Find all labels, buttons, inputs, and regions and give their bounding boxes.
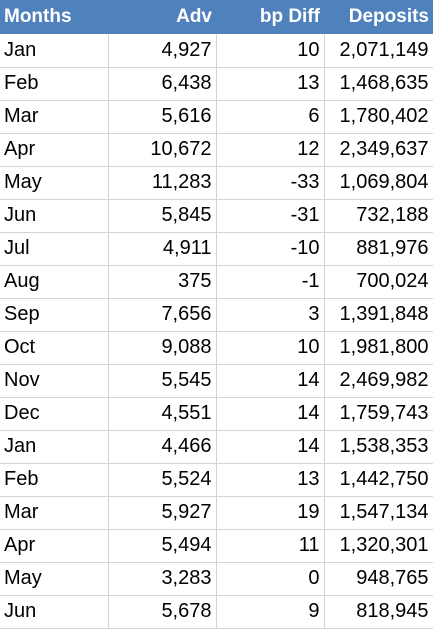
table-row: May 3,283 0 948,765 [0,562,433,596]
table-row: Oct 9,088 10 1,981,800 [0,331,433,365]
cell-month[interactable]: Mar [0,100,109,134]
table-row: Mar 5,616 6 1,780,402 [0,100,433,134]
cell-deposits[interactable]: 2,071,149 [324,34,433,68]
header-months[interactable]: Months [4,6,72,27]
cell-bp-diff[interactable]: 10 [216,331,325,365]
cell-bp-diff[interactable]: 19 [216,496,325,530]
cell-month[interactable]: Jan [0,430,109,464]
cell-deposits[interactable]: 1,391,848 [324,298,433,332]
cell-adv[interactable]: 4,911 [108,232,217,266]
table-row: Jun 5,845 -31 732,188 [0,199,433,233]
cell-deposits[interactable]: 1,547,134 [324,496,433,530]
table-row: Nov 5,545 14 2,469,982 [0,364,433,398]
table-row: Sep 7,656 3 1,391,848 [0,298,433,332]
cell-month[interactable]: May [0,166,109,200]
cell-month[interactable]: Feb [0,463,109,497]
cell-month[interactable]: Nov [0,364,109,398]
cell-adv[interactable]: 5,545 [108,364,217,398]
table-body: Jan 4,927 10 2,071,149 Feb 6,438 13 1,468,635 Ma… [0,34,433,629]
cell-bp-diff[interactable]: 14 [216,364,325,398]
cell-bp-diff[interactable]: 0 [216,562,325,596]
cell-month[interactable]: Apr [0,133,109,167]
cell-adv[interactable]: 9,088 [108,331,217,365]
cell-adv[interactable]: 5,927 [108,496,217,530]
table-row: Apr 5,494 11 1,320,301 [0,529,433,563]
cell-adv[interactable]: 4,551 [108,397,217,431]
cell-deposits[interactable]: 1,069,804 [324,166,433,200]
cell-bp-diff[interactable]: -10 [216,232,325,266]
cell-month[interactable]: Jun [0,595,109,629]
header-adv[interactable]: Adv [176,6,212,27]
cell-month[interactable]: Dec [0,397,109,431]
header-deposits[interactable]: Deposits [348,6,429,27]
cell-month[interactable]: Jan [0,34,109,68]
cell-adv[interactable]: 10,672 [108,133,217,167]
header-row: Months Adv bp Diff Deposits [0,0,433,34]
cell-month[interactable]: May [0,562,109,596]
header-row-group: Months Adv bp Diff Deposits [0,0,433,34]
cell-adv[interactable]: 5,494 [108,529,217,563]
cell-bp-diff[interactable]: 12 [216,133,325,167]
cell-adv[interactable]: 11,283 [108,166,217,200]
cell-bp-diff[interactable]: 6 [216,100,325,134]
cell-month[interactable]: Jul [0,232,109,266]
table-row: Aug 375 -1 700,024 [0,265,433,299]
cell-adv[interactable]: 5,845 [108,199,217,233]
table-row: Feb 5,524 13 1,442,750 [0,463,433,497]
cell-bp-diff[interactable]: 14 [216,430,325,464]
cell-deposits[interactable]: 818,945 [324,595,433,629]
cell-month[interactable]: Aug [0,265,109,299]
cell-adv[interactable]: 5,616 [108,100,217,134]
cell-bp-diff[interactable]: 10 [216,34,325,68]
cell-bp-diff[interactable]: 14 [216,397,325,431]
cell-adv[interactable]: 7,656 [108,298,217,332]
cell-bp-diff[interactable]: -31 [216,199,325,233]
cell-bp-diff[interactable]: 9 [216,595,325,629]
cell-deposits[interactable]: 1,981,800 [324,331,433,365]
cell-adv[interactable]: 5,524 [108,463,217,497]
table-row: Jan 4,927 10 2,071,149 [0,34,433,68]
cell-deposits[interactable]: 1,780,402 [324,100,433,134]
cell-bp-diff[interactable]: 13 [216,463,325,497]
cell-adv[interactable]: 5,678 [108,595,217,629]
cell-month[interactable]: Feb [0,67,109,101]
cell-adv[interactable]: 4,927 [108,34,217,68]
cell-month[interactable]: Apr [0,529,109,563]
table-row: May 11,283 -33 1,069,804 [0,166,433,200]
cell-bp-diff[interactable]: -33 [216,166,325,200]
cell-bp-diff[interactable]: 13 [216,67,325,101]
table-row: Jul 4,911 -10 881,976 [0,232,433,266]
cell-bp-diff[interactable]: -1 [216,265,325,299]
table-row: Mar 5,927 19 1,547,134 [0,496,433,530]
cell-deposits[interactable]: 1,538,353 [324,430,433,464]
cell-deposits[interactable]: 948,765 [324,562,433,596]
cell-deposits[interactable]: 732,188 [324,199,433,233]
table-row: Apr 10,672 12 2,349,637 [0,133,433,167]
cell-deposits[interactable]: 700,024 [324,265,433,299]
cell-bp-diff[interactable]: 3 [216,298,325,332]
cell-deposits[interactable]: 881,976 [324,232,433,266]
header-bp-diff[interactable]: bp Diff [259,6,320,27]
cell-month[interactable]: Jun [0,199,109,233]
table-row: Dec 4,551 14 1,759,743 [0,397,433,431]
cell-month[interactable]: Mar [0,496,109,530]
cell-deposits[interactable]: 1,468,635 [324,67,433,101]
cell-adv[interactable]: 3,283 [108,562,217,596]
cell-adv[interactable]: 375 [108,265,217,299]
cell-deposits[interactable]: 2,349,637 [324,133,433,167]
cell-deposits[interactable]: 1,442,750 [324,463,433,497]
cell-adv[interactable]: 4,466 [108,430,217,464]
table-row: Feb 6,438 13 1,468,635 [0,67,433,101]
table-row: Jun 5,678 9 818,945 [0,595,433,629]
cell-month[interactable]: Oct [0,331,109,365]
table-row: Jan 4,466 14 1,538,353 [0,430,433,464]
cell-deposits[interactable]: 1,759,743 [324,397,433,431]
cell-deposits[interactable]: 2,469,982 [324,364,433,398]
cell-adv[interactable]: 6,438 [108,67,217,101]
cell-deposits[interactable]: 1,320,301 [324,529,433,563]
cell-bp-diff[interactable]: 11 [216,529,325,563]
cell-month[interactable]: Sep [0,298,109,332]
